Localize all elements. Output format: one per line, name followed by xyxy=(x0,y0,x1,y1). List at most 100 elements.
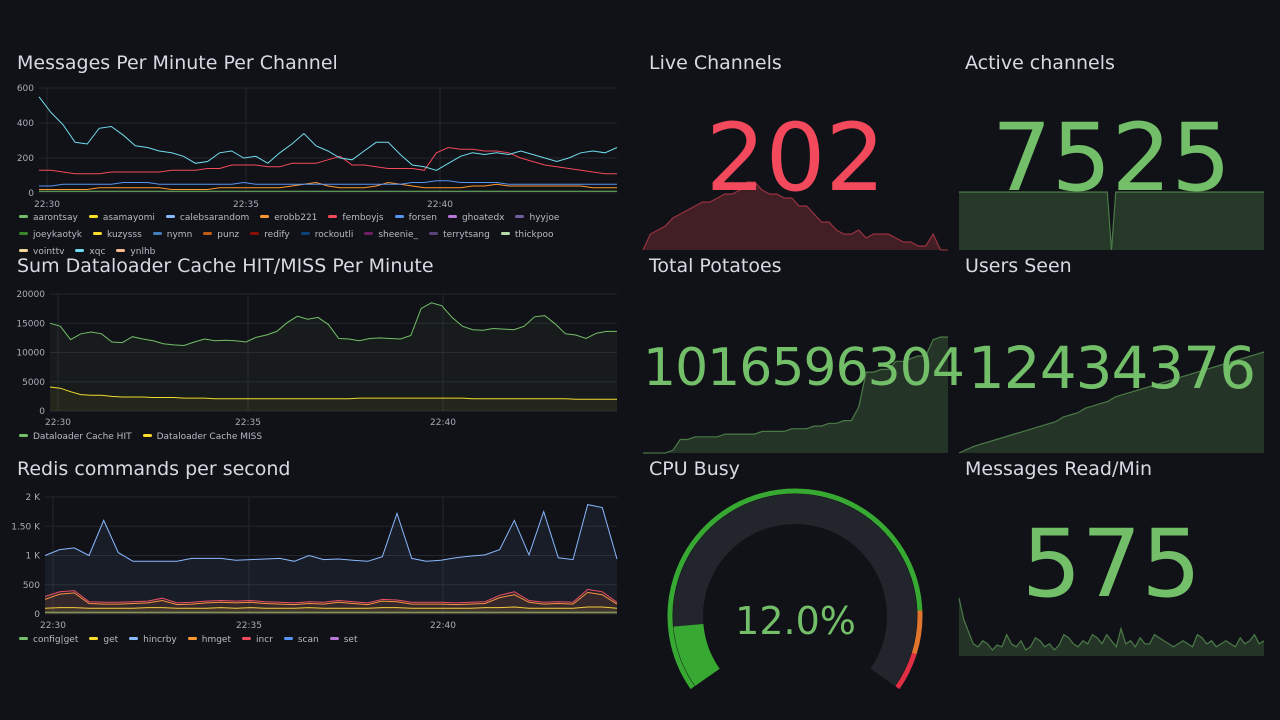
series-line-forsen[interactable] xyxy=(39,180,617,187)
legend-swatch xyxy=(515,215,525,218)
sparkline-area xyxy=(959,598,1264,656)
legend-swatch xyxy=(447,215,457,218)
panel-messages-per-minute: Messages Per Minute Per Channel 0 200 400 6… xyxy=(17,52,628,257)
sparkline-line xyxy=(958,351,1265,454)
legend-item[interactable]: nymn xyxy=(152,227,192,244)
series-area-get xyxy=(45,607,617,614)
legend-swatch xyxy=(142,434,152,437)
legend-item[interactable]: joeykaotyk xyxy=(19,227,82,244)
redis-chart[interactable]: 0 500 1 K 1.50 K 2 K 22:30 22:35 22:40 xyxy=(11,488,628,631)
legend-swatch xyxy=(165,215,175,218)
legend-item[interactable]: forsen xyxy=(394,210,437,227)
legend-item[interactable]: rockoutli xyxy=(300,227,353,244)
legend-item[interactable]: xqc xyxy=(75,244,105,261)
series-line-hmget[interactable] xyxy=(44,591,618,606)
y-tick-label: 1.50 K xyxy=(11,522,41,532)
legend-item[interactable]: asamayomi xyxy=(88,210,155,227)
panel-title[interactable]: Redis commands per second xyxy=(17,458,291,480)
active-channels-sparkline xyxy=(959,191,1264,251)
legend-item[interactable]: sheenie_ xyxy=(364,227,418,244)
legend-label: hmget xyxy=(201,635,231,645)
chart-legend: Dataloader Cache HIT Dataloader Cache MIS… xyxy=(19,429,619,446)
legend-item[interactable]: scan xyxy=(283,632,319,649)
legend-item[interactable]: thickpoo xyxy=(500,227,553,244)
legend-item[interactable]: ghoatedx xyxy=(447,210,504,227)
legend-item[interactable]: hmget xyxy=(187,632,231,649)
panel-title[interactable]: Total Potatoes xyxy=(649,255,782,277)
y-tick-label: 0 xyxy=(28,189,34,199)
legend-swatch xyxy=(394,215,404,218)
legend-item[interactable]: get xyxy=(89,632,118,649)
legend-swatch xyxy=(19,434,28,437)
legend-item[interactable]: erobb221 xyxy=(260,210,317,227)
legend-swatch xyxy=(88,215,98,218)
series-line-incr[interactable] xyxy=(44,588,618,604)
dataloader-chart[interactable]: 0 5000 10000 15000 20000 22:30 22:35 22:40 xyxy=(16,285,628,428)
legend-label: ynlhb xyxy=(130,247,156,257)
panel-dataloader: Sum Dataloader Cache HIT/MISS Per Minute… xyxy=(16,255,628,450)
chart-legend: aarontsay asamayomi calebsarandom erobb221 f… xyxy=(19,210,619,261)
legend-swatch xyxy=(300,232,310,235)
x-tick-label: 22:35 xyxy=(236,621,262,631)
legend-item[interactable]: punz xyxy=(203,227,239,244)
legend-label: femboyjs xyxy=(342,213,384,223)
legend-swatch xyxy=(260,215,270,218)
x-tick-label: 22:40 xyxy=(427,200,453,210)
legend-swatch xyxy=(19,637,28,640)
y-tick-label: 400 xyxy=(17,119,34,129)
messages-per-minute-chart[interactable]: 0 200 400 600 22:30 22:35 22:40 xyxy=(17,82,628,212)
legend-item[interactable]: hyyjoe xyxy=(515,210,559,227)
legend-item[interactable]: calebsarandom xyxy=(165,210,249,227)
panel-title[interactable]: Active channels xyxy=(965,52,1115,74)
legend-swatch xyxy=(89,637,99,640)
series-line-femboyjs[interactable] xyxy=(39,146,617,175)
cpu-busy-value: 12.0% xyxy=(735,599,856,643)
series-line-hincrby[interactable] xyxy=(44,504,618,562)
panel-title[interactable]: Messages Read/Min xyxy=(965,458,1153,480)
legend-swatch xyxy=(283,637,293,640)
legend-item[interactable]: femboyjs xyxy=(328,210,384,227)
legend-item[interactable]: ynlhb xyxy=(116,244,155,261)
legend-item[interactable]: Dataloader Cache HIT xyxy=(19,429,132,446)
gauge-threshold-red xyxy=(895,652,917,690)
sparkline-area xyxy=(643,337,948,453)
legend-item[interactable]: terrytsang xyxy=(429,227,490,244)
legend-swatch xyxy=(129,637,139,640)
legend-swatch xyxy=(75,249,85,252)
legend-label: punz xyxy=(217,230,240,240)
panel-title[interactable]: Users Seen xyxy=(965,255,1072,277)
panel-live-channels: Live Channels 202 xyxy=(642,52,948,251)
legend-swatch xyxy=(116,249,126,252)
series-line-Dataloader Cache MISS[interactable] xyxy=(49,386,617,400)
y-tick-label: 5000 xyxy=(22,378,45,388)
series-line-get[interactable] xyxy=(44,606,618,609)
series-line-xqc[interactable] xyxy=(38,96,618,171)
legend-item[interactable]: vointtv xyxy=(19,244,64,261)
users-seen-value: 12434376 xyxy=(967,334,1256,402)
panel-redis: Redis commands per second 0 500 1 K 1.50 K 2… xyxy=(11,458,628,653)
legend-item[interactable]: redify xyxy=(250,227,290,244)
y-tick-label: 0 xyxy=(39,407,45,417)
legend-item[interactable]: Dataloader Cache MISS xyxy=(142,429,262,446)
legend-item[interactable]: incr xyxy=(242,632,273,649)
panel-total-potatoes: Total Potatoes 1016596304 xyxy=(643,255,965,454)
y-tick-label: 1 K xyxy=(26,552,42,562)
users-seen-sparkline xyxy=(958,351,1265,454)
legend-item[interactable]: set xyxy=(329,632,358,649)
legend-label: set xyxy=(343,635,358,645)
legend-item[interactable]: config|get xyxy=(19,632,78,649)
legend-label: vointtv xyxy=(33,247,65,257)
legend-swatch xyxy=(19,249,28,252)
legend-item[interactable]: kuzysss xyxy=(93,227,142,244)
panel-title[interactable]: Sum Dataloader Cache HIT/MISS Per Minute xyxy=(17,255,434,277)
legend-swatch xyxy=(329,637,339,640)
series-line-Dataloader Cache HIT[interactable] xyxy=(49,302,617,347)
panel-title[interactable]: CPU Busy xyxy=(649,458,740,480)
sparkline-area xyxy=(959,192,1264,250)
panel-title[interactable]: Messages Per Minute Per Channel xyxy=(17,52,338,74)
legend-item[interactable]: hincrby xyxy=(129,632,177,649)
panel-title[interactable]: Live Channels xyxy=(649,52,782,74)
series-line-erobb221[interactable] xyxy=(39,181,617,190)
gauge-fill xyxy=(673,623,720,686)
legend-item[interactable]: aarontsay xyxy=(19,210,78,227)
